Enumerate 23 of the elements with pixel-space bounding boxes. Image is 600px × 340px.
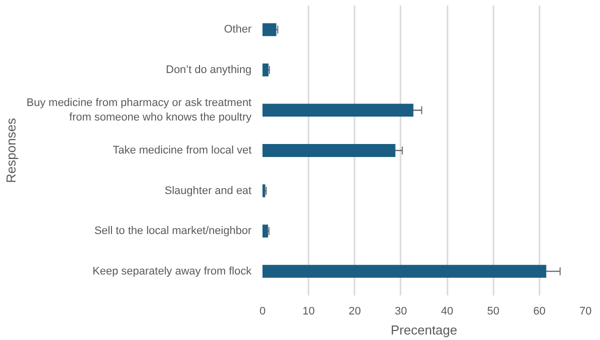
bar xyxy=(262,224,268,238)
y-tick-label: Slaughter and eat xyxy=(164,184,252,197)
bar xyxy=(262,144,396,157)
x-tick-label: 50 xyxy=(487,306,500,318)
y-tick-label: Don’t do anything xyxy=(166,64,252,76)
y-tick-label: Sell to the local market/neighbor xyxy=(94,225,252,238)
y-tick-label: Other xyxy=(224,24,252,36)
bar xyxy=(262,23,276,36)
x-tick-label: 20 xyxy=(348,306,361,318)
bar xyxy=(262,264,546,278)
x-tick-label: 60 xyxy=(533,306,546,318)
x-tick-label: 70 xyxy=(579,306,592,318)
bar xyxy=(262,104,414,117)
x-tick-label: 0 xyxy=(259,306,266,318)
y-axis-title: Responses xyxy=(4,117,19,184)
y-tick-label: Take medicine from local vet xyxy=(112,144,252,156)
x-tick-label: 40 xyxy=(440,306,454,318)
x-tick-label: 10 xyxy=(302,306,315,318)
x-tick-label: 30 xyxy=(394,306,408,318)
y-tick-label: Buy medicine from pharmacy or ask treatment from someone who knows the poultry xyxy=(26,97,252,124)
y-tick-label: Keep separately away from flock xyxy=(92,265,252,278)
x-axis-title: Precentage xyxy=(390,322,458,338)
bar xyxy=(262,64,268,76)
